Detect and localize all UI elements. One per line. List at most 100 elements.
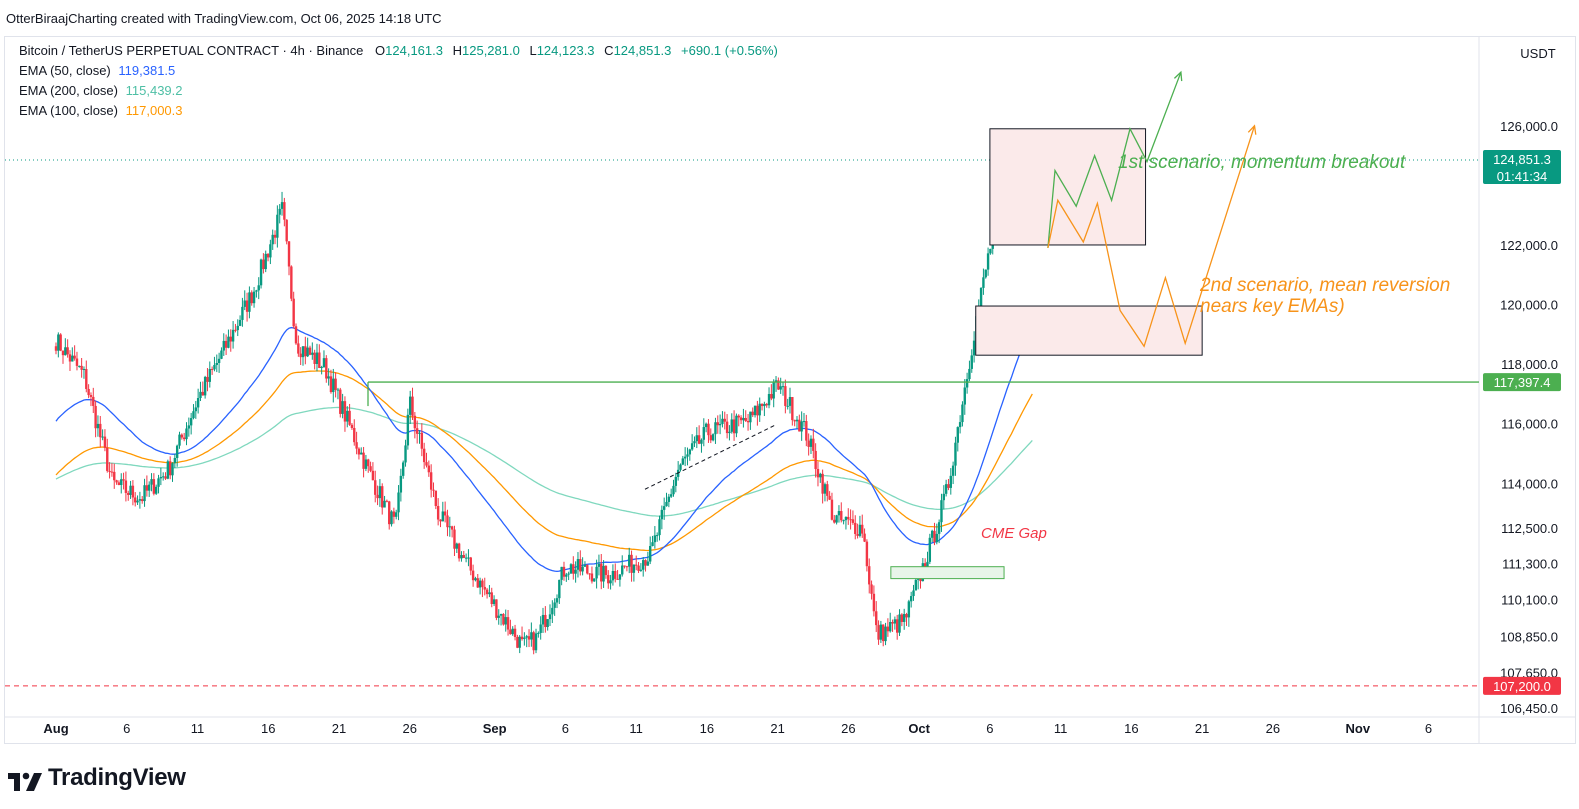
candle-body[interactable] [870, 584, 873, 594]
candle-body[interactable] [492, 599, 496, 605]
cme-gap-box[interactable] [890, 566, 1005, 580]
candle-body[interactable] [791, 397, 794, 421]
candle-body[interactable] [173, 457, 177, 464]
candle-body[interactable] [683, 456, 687, 459]
candle-body[interactable] [863, 533, 866, 542]
candle-body[interactable] [758, 403, 761, 416]
resistance-price-badge[interactable] [1483, 373, 1561, 392]
candle-body[interactable] [583, 565, 587, 567]
candle-body[interactable] [718, 423, 722, 426]
candle-body[interactable] [942, 493, 946, 501]
candle-body[interactable] [658, 519, 661, 536]
candle-body[interactable] [450, 526, 454, 530]
candle-body[interactable] [739, 417, 743, 421]
candle-body[interactable] [180, 434, 184, 438]
candle-body[interactable] [837, 511, 841, 516]
candle-body[interactable] [900, 614, 904, 622]
candle-body[interactable] [562, 566, 566, 577]
candle-body[interactable] [150, 479, 153, 485]
candle-body[interactable] [940, 500, 943, 523]
candle-body[interactable] [704, 423, 708, 428]
candle-body[interactable] [616, 578, 619, 580]
candle-body[interactable] [849, 519, 852, 521]
candle-body[interactable] [369, 466, 372, 471]
candle-body[interactable] [972, 340, 976, 356]
candle-body[interactable] [138, 499, 142, 501]
ema100-legend[interactable]: EMA (100, close) 117,000.3 [19, 103, 183, 118]
candle-body[interactable] [171, 463, 174, 476]
candle-body[interactable] [574, 569, 577, 574]
candle-body[interactable] [474, 578, 477, 581]
candle-body[interactable] [828, 495, 831, 500]
candle-body[interactable] [75, 358, 79, 366]
candle-body[interactable] [553, 602, 556, 608]
candle-body[interactable] [448, 526, 452, 528]
candle-body[interactable] [735, 415, 738, 434]
candle-body[interactable] [898, 614, 901, 633]
candle-body[interactable] [376, 494, 379, 499]
ema50-legend[interactable]: EMA (50, close) 119,381.5 [19, 63, 175, 78]
candle-body[interactable] [262, 259, 265, 270]
candle-body[interactable] [725, 421, 729, 434]
candle-body[interactable] [464, 557, 468, 559]
candle-body[interactable] [895, 619, 899, 633]
candle-body[interactable] [914, 579, 918, 591]
candle-body[interactable] [495, 599, 498, 618]
candle-body[interactable] [462, 555, 465, 558]
candle-body[interactable] [315, 352, 319, 364]
candle-body[interactable] [64, 347, 67, 356]
candle-body[interactable] [429, 472, 433, 490]
candle-body[interactable] [648, 545, 652, 562]
candle-body[interactable] [273, 234, 277, 238]
candle-body[interactable] [777, 380, 780, 390]
candle-body[interactable] [728, 431, 731, 434]
candle-body[interactable] [665, 501, 668, 507]
candle-body[interactable] [152, 479, 156, 494]
chart-panel[interactable]: 1st scenario, momentum breakout 2nd scena… [4, 36, 1576, 744]
ema50-line[interactable] [55, 322, 1033, 573]
candle-body[interactable] [814, 450, 817, 470]
candle-body[interactable] [206, 376, 209, 382]
candle-body[interactable] [408, 396, 412, 415]
candle-body[interactable] [395, 512, 398, 517]
candle-body[interactable] [630, 554, 633, 573]
candle-body[interactable] [611, 571, 615, 581]
candle-body[interactable] [669, 494, 673, 497]
candle-body[interactable] [632, 564, 636, 573]
candle-body[interactable] [572, 564, 575, 574]
bear-scenario-path[interactable] [1047, 125, 1256, 348]
candle-body[interactable] [269, 244, 272, 258]
candle-body[interactable] [653, 535, 657, 543]
candle-body[interactable] [355, 442, 358, 449]
candle-body[interactable] [823, 484, 827, 494]
candle-body[interactable] [604, 565, 608, 576]
candle-body[interactable] [721, 418, 724, 424]
candle-body[interactable] [350, 424, 354, 428]
candle-body[interactable] [283, 202, 286, 220]
candle-body[interactable] [85, 369, 88, 389]
candle-body[interactable] [134, 497, 137, 503]
candle-body[interactable] [970, 355, 973, 369]
candle-body[interactable] [506, 617, 510, 630]
candle-body[interactable] [809, 438, 813, 447]
candle-body[interactable] [861, 524, 864, 534]
candle-body[interactable] [301, 346, 305, 358]
candle-body[interactable] [986, 253, 990, 270]
candle-body[interactable] [560, 566, 563, 580]
candle-body[interactable] [527, 636, 531, 640]
candle-body[interactable] [390, 511, 393, 525]
candle-body[interactable] [686, 454, 689, 457]
candle-body[interactable] [504, 617, 507, 625]
candle-body[interactable] [68, 354, 72, 362]
candle-body[interactable] [695, 435, 699, 442]
candle-body[interactable] [567, 573, 570, 575]
candle-body[interactable] [192, 411, 195, 419]
candle-body[interactable] [199, 391, 202, 398]
candle-body[interactable] [413, 415, 417, 429]
candle-body[interactable] [82, 369, 86, 371]
candle-body[interactable] [290, 266, 293, 299]
candle-body[interactable] [313, 352, 316, 364]
candle-body[interactable] [784, 386, 787, 406]
candle-body[interactable] [795, 419, 799, 422]
candle-body[interactable] [397, 492, 400, 513]
